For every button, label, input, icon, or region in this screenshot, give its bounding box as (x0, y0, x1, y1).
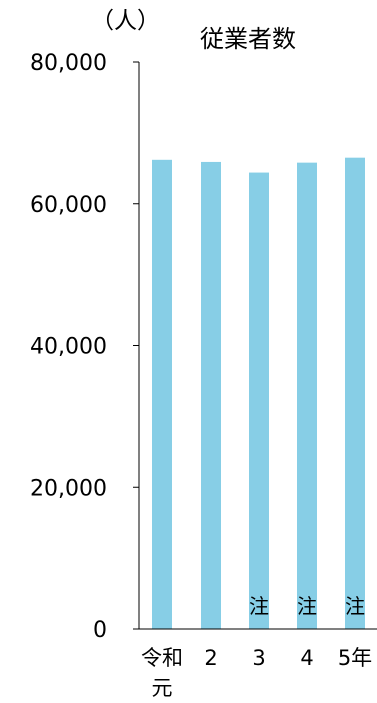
bar (297, 162, 317, 629)
bar (152, 159, 172, 629)
bars (152, 157, 365, 629)
bar (249, 172, 269, 629)
bar-note: 注 (297, 594, 317, 618)
x-axis-labels: 令和元 2 3 4 5年 (141, 646, 372, 700)
y-tick-label: 0 (93, 618, 107, 643)
y-tick-label: 80,000 (30, 51, 107, 76)
y-tick-label: 40,000 (30, 335, 107, 360)
bar-note: 注 (345, 594, 365, 618)
bar-note: 注 (249, 594, 269, 618)
y-tick-label: 20,000 (30, 476, 107, 501)
x-tick-label: 5年 (338, 646, 372, 670)
bar (345, 157, 365, 629)
x-tick-label: 3 (252, 646, 265, 670)
x-tick-label: 2 (204, 646, 217, 670)
x-tick-label: 令和元 (141, 646, 183, 700)
bar (201, 161, 221, 629)
y-axis-ticks: 0 20,000 40,000 60,000 80,000 (30, 51, 139, 643)
chart-title: 従業者数 (200, 25, 296, 53)
x-tick-label: 4 (300, 646, 313, 670)
y-tick-label: 60,000 (30, 193, 107, 218)
bar-notes: 注注注 (249, 594, 365, 618)
unit-label: （人） (91, 8, 160, 34)
